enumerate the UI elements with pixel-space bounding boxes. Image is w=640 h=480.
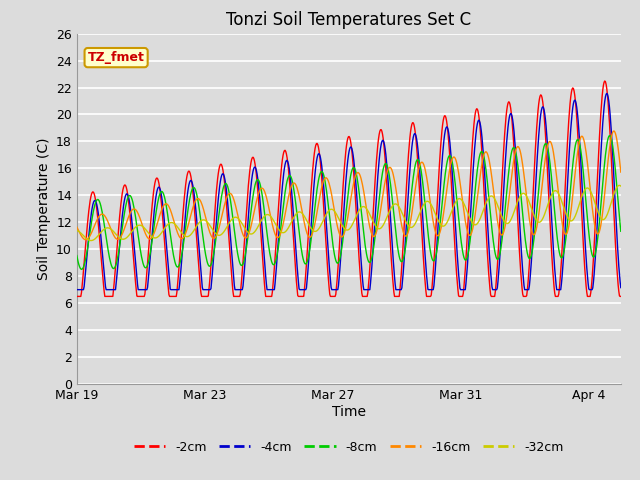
Title: Tonzi Soil Temperatures Set C: Tonzi Soil Temperatures Set C [226,11,472,29]
Text: TZ_fmet: TZ_fmet [88,51,145,64]
Y-axis label: Soil Temperature (C): Soil Temperature (C) [36,138,51,280]
X-axis label: Time: Time [332,405,366,419]
Legend: -2cm, -4cm, -8cm, -16cm, -32cm: -2cm, -4cm, -8cm, -16cm, -32cm [129,436,568,459]
